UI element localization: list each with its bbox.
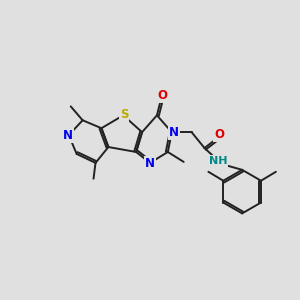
Text: O: O: [214, 128, 224, 141]
Text: NH: NH: [209, 156, 228, 166]
Text: N: N: [63, 129, 73, 142]
Text: N: N: [169, 126, 179, 139]
Text: O: O: [157, 89, 167, 102]
Text: N: N: [145, 158, 155, 170]
Text: S: S: [120, 108, 128, 121]
